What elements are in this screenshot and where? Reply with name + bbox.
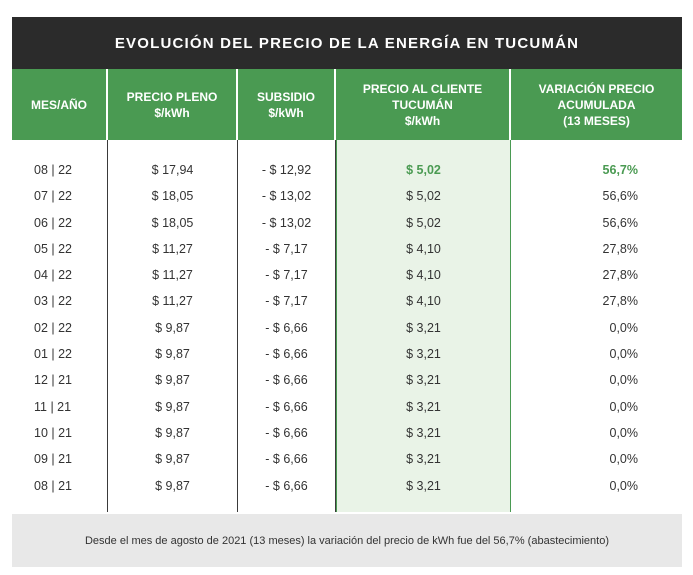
cell-variacion: 56,6% (602, 189, 638, 204)
cell-mes: 02 | 22 (34, 320, 73, 335)
header-line: PRECIO PLENO (126, 89, 218, 104)
cell-subsidio: - $ 13,02 (261, 215, 312, 230)
column-precio-pleno: $ 17,94 $ 18,05 $ 18,05 $ 11,27 $ 11,27 $ 11,… (108, 140, 238, 512)
header-line: ACUMULADA (557, 97, 636, 112)
header-line: $/kWh (268, 105, 304, 120)
header-line: $/kWh (404, 113, 441, 128)
cell-subsidio: - $ 6,66 (265, 399, 308, 414)
cell-cliente: $ 5,02 (406, 189, 441, 204)
header-precio-pleno: PRECIO PLENO $/kWh (108, 69, 238, 140)
cell-variacion: 27,8% (602, 241, 638, 256)
cell-pleno: $ 17,94 (151, 163, 194, 177)
cell-subsidio: - $ 12,92 (261, 163, 312, 177)
cell-subsidio: - $ 13,02 (261, 189, 312, 204)
cell-pleno: $ 9,87 (155, 452, 190, 467)
cell-subsidio: - $ 6,66 (265, 320, 308, 335)
column-variacion: 56,7% 56,6% 56,6% 27,8% 27,8% 27,8% 0,0% 0,0% 0,… (511, 140, 682, 512)
cell-mes: 09 | 21 (34, 452, 73, 467)
cell-variacion: 0,0% (609, 399, 639, 414)
cell-variacion: 27,8% (602, 268, 638, 283)
column-subsidio: - $ 12,92 - $ 13,02 - $ 13,02 - $ 7,17 - $ 7… (238, 140, 336, 512)
cell-cliente: $ 4,10 (406, 294, 441, 309)
cell-pleno: $ 9,87 (155, 373, 190, 388)
header-line: SUBSIDIO (256, 89, 315, 104)
cell-variacion: 0,0% (609, 478, 639, 493)
cell-variacion: 56,7% (602, 163, 638, 177)
cell-mes: 06 | 22 (34, 215, 73, 230)
table-body: 08 | 22 07 | 22 06 | 22 05 | 22 04 | 22 03 | … (12, 140, 682, 512)
cell-subsidio: - $ 6,66 (265, 347, 308, 362)
cell-subsidio: - $ 7,17 (265, 268, 308, 283)
cell-mes: 04 | 22 (34, 268, 73, 283)
cell-variacion: 0,0% (609, 320, 639, 335)
cell-subsidio: - $ 7,17 (265, 294, 308, 309)
cell-cliente: $ 3,21 (406, 320, 441, 335)
cell-mes: 08 | 21 (34, 478, 73, 493)
header-line: VARIACIÓN PRECIO (538, 81, 655, 96)
cell-pleno: $ 9,87 (155, 478, 190, 493)
cell-cliente: $ 4,10 (406, 268, 441, 283)
cell-variacion: 0,0% (609, 373, 639, 388)
header-line: (13 MESES) (563, 113, 630, 128)
cell-subsidio: - $ 6,66 (265, 373, 308, 388)
cell-mes: 10 | 21 (34, 425, 73, 440)
header-line: MES/AÑO (30, 97, 87, 112)
header-mes: MES/AÑO (12, 69, 108, 140)
cell-pleno: $ 9,87 (155, 347, 190, 362)
header-subsidio: SUBSIDIO $/kWh (238, 69, 336, 140)
cell-cliente: $ 3,21 (406, 373, 441, 388)
footnote: Desde el mes de agosto de 2021 (13 meses… (12, 514, 682, 567)
cell-variacion: 0,0% (609, 452, 639, 467)
cell-mes: 05 | 22 (34, 241, 73, 256)
cell-subsidio: - $ 6,66 (265, 425, 308, 440)
cell-mes: 08 | 22 (34, 163, 73, 177)
cell-subsidio: - $ 6,66 (265, 478, 308, 493)
cell-subsidio: - $ 7,17 (265, 241, 308, 256)
header-line: TUCUMÁN (392, 97, 453, 112)
header-line: PRECIO AL CLIENTE (362, 81, 483, 96)
cell-cliente: $ 3,21 (406, 399, 441, 414)
cell-pleno: $ 18,05 (151, 215, 194, 230)
cell-pleno: $ 11,27 (152, 294, 193, 309)
column-precio-cliente: $ 5,02 $ 5,02 $ 5,02 $ 4,10 $ 4,10 $ 4,10 $ 3,… (336, 140, 511, 512)
cell-cliente: $ 5,02 (406, 163, 441, 177)
table-title: EVOLUCIÓN DEL PRECIO DE LA ENERGÍA EN TU… (12, 17, 682, 69)
cell-cliente: $ 3,21 (406, 347, 441, 362)
cell-cliente: $ 4,10 (406, 241, 441, 256)
cell-variacion: 56,6% (602, 215, 638, 230)
column-mes: 08 | 22 07 | 22 06 | 22 05 | 22 04 | 22 03 | … (12, 140, 108, 512)
cell-subsidio: - $ 6,66 (265, 452, 308, 467)
cell-mes: 11 | 21 (34, 399, 72, 414)
cell-mes: 12 | 21 (34, 373, 73, 388)
cell-variacion: 0,0% (609, 347, 639, 362)
cell-mes: 07 | 22 (34, 189, 73, 204)
cell-variacion: 0,0% (609, 425, 639, 440)
cell-mes: 03 | 22 (34, 294, 73, 309)
cell-pleno: $ 9,87 (155, 425, 190, 440)
cell-pleno: $ 11,27 (152, 241, 193, 256)
cell-mes: 01 | 22 (34, 347, 73, 362)
cell-cliente: $ 5,02 (406, 215, 441, 230)
cell-pleno: $ 9,87 (155, 320, 190, 335)
header-line: $/kWh (154, 105, 190, 120)
cell-pleno: $ 9,87 (155, 399, 190, 414)
table-header: MES/AÑO PRECIO PLENO $/kWh SUBSIDIO $/kWh … (12, 69, 682, 140)
cell-cliente: $ 3,21 (406, 425, 441, 440)
cell-cliente: $ 3,21 (406, 478, 441, 493)
cell-variacion: 27,8% (602, 294, 638, 309)
cell-pleno: $ 11,27 (152, 268, 193, 283)
cell-pleno: $ 18,05 (151, 189, 194, 204)
header-precio-cliente: PRECIO AL CLIENTE TUCUMÁN $/kWh (336, 69, 511, 140)
header-variacion: VARIACIÓN PRECIO ACUMULADA (13 MESES) (511, 69, 682, 140)
cell-cliente: $ 3,21 (406, 452, 441, 467)
